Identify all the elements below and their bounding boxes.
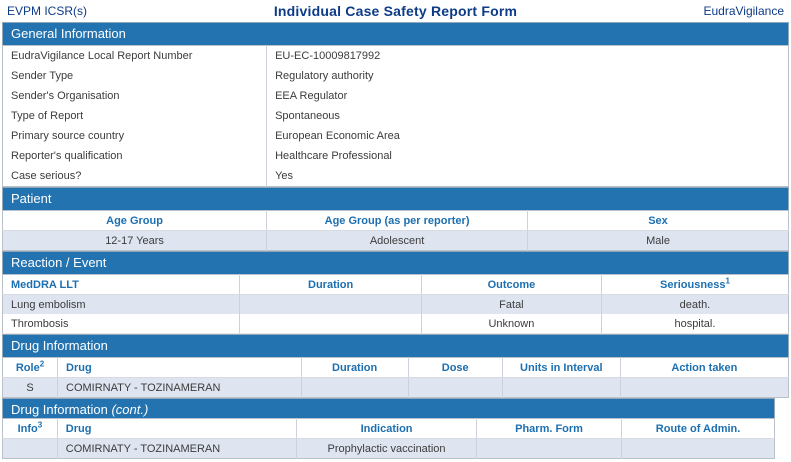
cell-duration: [300, 377, 409, 398]
cell-route-of-admin: [621, 438, 775, 459]
column-header: Seriousness1: [600, 274, 789, 295]
column-header: Info3: [2, 418, 58, 439]
table-row: COMIRNATY - TOZINAMERAN Prophylactic vac…: [2, 438, 775, 459]
cell-seriousness: hospital.: [600, 314, 789, 334]
field-value: EU-EC-10009817992: [266, 45, 789, 66]
patient-table: Age Group Age Group (as per reporter) Se…: [2, 210, 789, 251]
section-title: Drug Information: [11, 402, 108, 417]
table-row: Type of Report Spontaneous: [3, 106, 789, 126]
table-row: S COMIRNATY - TOZINAMERAN: [2, 377, 789, 398]
cell-indication: Prophylactic vaccination: [296, 438, 477, 459]
cell-duration: [239, 294, 422, 314]
column-header: Sex: [527, 210, 789, 231]
section-title: Reaction / Event: [11, 255, 107, 270]
cell-duration: [239, 314, 422, 334]
column-header-row: Role2 Drug Duration Dose Units in Interv…: [2, 357, 789, 378]
field-label: Type of Report: [11, 110, 84, 122]
section-header-reaction-event: Reaction / Event: [2, 251, 789, 274]
column-header: Drug: [56, 418, 297, 439]
cell-dose: [407, 377, 503, 398]
column-header: Route of Admin.: [621, 418, 775, 439]
field-value: Yes: [266, 166, 789, 187]
drug-information-table: Role2 Drug Duration Dose Units in Interv…: [2, 357, 789, 398]
field-label: Sender Type: [11, 70, 74, 82]
table-row: Reporter's qualification Healthcare Prof…: [3, 146, 789, 166]
column-header: MedDRA LLT: [2, 274, 240, 295]
cell-sex: Male: [527, 230, 789, 251]
section-header-general-information: General Information: [2, 22, 789, 45]
column-header: Units in Interval: [501, 357, 621, 378]
field-value: European Economic Area: [266, 126, 789, 146]
cell-meddra-llt: Lung embolism: [2, 294, 240, 314]
field-value: Healthcare Professional: [266, 146, 789, 166]
column-header: Pharm. Form: [475, 418, 622, 439]
column-header: Duration: [239, 274, 422, 295]
section-header-drug-information: Drug Information: [2, 334, 789, 357]
field-label: Reporter's qualification: [11, 150, 123, 162]
column-header-row: MedDRA LLT Duration Outcome Seriousness1: [2, 274, 789, 295]
drug-information-cont-table: Info3 Drug Indication Pharm. Form Route …: [2, 418, 775, 459]
section-title: General Information: [11, 26, 126, 41]
field-label: Case serious?: [11, 170, 82, 182]
cell-info: [2, 438, 58, 459]
cell-outcome: Fatal: [420, 294, 602, 314]
section-title-cont-suffix: (cont.): [111, 402, 149, 417]
cell-drug: COMIRNATY - TOZINAMERAN: [57, 377, 302, 398]
reaction-event-table: MedDRA LLT Duration Outcome Seriousness1…: [2, 274, 789, 334]
cell-units-in-interval: [501, 377, 621, 398]
table-row: Case serious? Yes: [3, 166, 789, 187]
general-information-table: EudraVigilance Local Report Number EU-EC…: [2, 45, 789, 187]
section-header-patient: Patient: [2, 187, 789, 210]
page-title: Individual Case Safety Report Form: [273, 3, 518, 19]
column-header: Indication: [296, 418, 477, 439]
field-value: EEA Regulator: [266, 86, 789, 106]
column-header: Dose: [407, 357, 503, 378]
table-row: Primary source country European Economic…: [3, 126, 789, 146]
cell-age-group: 12-17 Years: [2, 230, 267, 251]
column-header: Age Group: [2, 210, 267, 231]
column-header: Action taken: [619, 357, 789, 378]
cell-age-group-reporter: Adolescent: [266, 230, 528, 251]
brand-label: EudraVigilance: [703, 4, 784, 18]
table-row: EudraVigilance Local Report Number EU-EC…: [3, 45, 789, 66]
column-header: Outcome: [420, 274, 602, 295]
column-header-row: Info3 Drug Indication Pharm. Form Route …: [2, 418, 775, 439]
cell-pharm-form: [475, 438, 622, 459]
section-header-drug-information-cont: Drug Information (cont.): [2, 398, 775, 418]
table-row: Thrombosis Unknown hospital.: [2, 314, 789, 334]
column-header: Duration: [300, 357, 409, 378]
section-title: Patient: [11, 191, 52, 206]
cell-role: S: [2, 377, 58, 398]
table-row: Lung embolism Fatal death.: [2, 294, 789, 314]
field-label: Sender's Organisation: [11, 90, 120, 102]
cell-outcome: Unknown: [420, 314, 602, 334]
cell-seriousness: death.: [600, 294, 789, 314]
table-row: 12-17 Years Adolescent Male: [2, 230, 789, 251]
field-label: EudraVigilance Local Report Number: [11, 50, 193, 62]
column-header: Age Group (as per reporter): [266, 210, 528, 231]
app-label: EVPM ICSR(s): [7, 4, 88, 18]
field-label: Primary source country: [11, 130, 125, 142]
cell-meddra-llt: Thrombosis: [2, 314, 240, 334]
column-header: Role2: [2, 357, 58, 378]
table-row: Sender Type Regulatory authority: [3, 66, 789, 86]
field-value: Regulatory authority: [266, 66, 789, 86]
top-header-strip: EVPM ICSR(s) Individual Case Safety Repo…: [2, 0, 789, 22]
table-row: Sender's Organisation EEA Regulator: [3, 86, 789, 106]
column-header: Drug: [57, 357, 302, 378]
field-value: Spontaneous: [266, 106, 789, 126]
cell-action-taken: [619, 377, 789, 398]
section-title: Drug Information: [11, 338, 108, 353]
column-header-row: Age Group Age Group (as per reporter) Se…: [2, 210, 789, 231]
cell-drug: COMIRNATY - TOZINAMERAN: [56, 438, 297, 459]
